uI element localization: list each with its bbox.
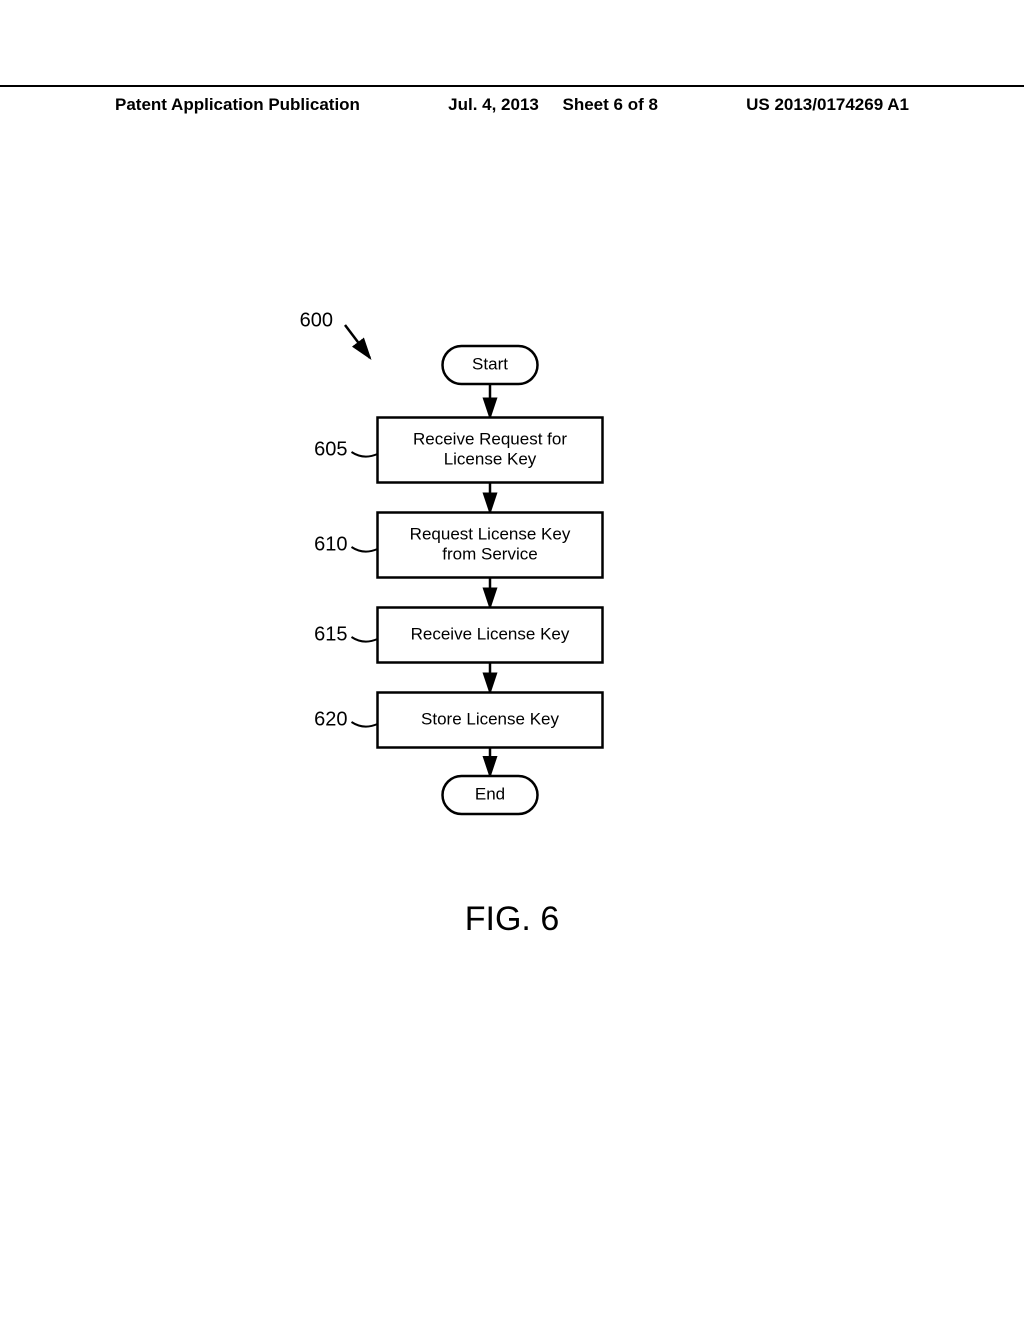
svg-text:605: 605 <box>314 438 347 460</box>
svg-text:Start: Start <box>472 354 508 373</box>
svg-text:615: 615 <box>314 623 347 645</box>
svg-text:Receive Request for: Receive Request for <box>413 430 567 449</box>
header-right: US 2013/0174269 A1 <box>746 95 1024 115</box>
svg-text:600: 600 <box>300 309 333 331</box>
header-left: Patent Application Publication <box>0 95 360 115</box>
flowchart-container: Start Receive Request forLicense Key 605 Re… <box>0 300 1024 860</box>
header-date: Jul. 4, 2013 <box>448 95 539 114</box>
page-header: Patent Application Publication Jul. 4, 2… <box>0 85 1024 115</box>
svg-text:Request License Key: Request License Key <box>410 525 571 544</box>
svg-text:End: End <box>475 784 505 803</box>
svg-text:Receive License Key: Receive License Key <box>411 624 570 643</box>
svg-text:610: 610 <box>314 533 347 555</box>
header-center: Jul. 4, 2013 Sheet 6 of 8 <box>448 95 658 115</box>
svg-text:620: 620 <box>314 708 347 730</box>
svg-text:License Key: License Key <box>444 449 537 468</box>
flowchart-svg: Start Receive Request forLicense Key 605 Re… <box>0 300 1024 860</box>
figure-caption: FIG. 6 <box>0 900 1024 939</box>
svg-text:Store License Key: Store License Key <box>421 709 559 728</box>
header-sheet: Sheet 6 of 8 <box>563 95 658 114</box>
svg-text:from Service: from Service <box>442 544 537 563</box>
